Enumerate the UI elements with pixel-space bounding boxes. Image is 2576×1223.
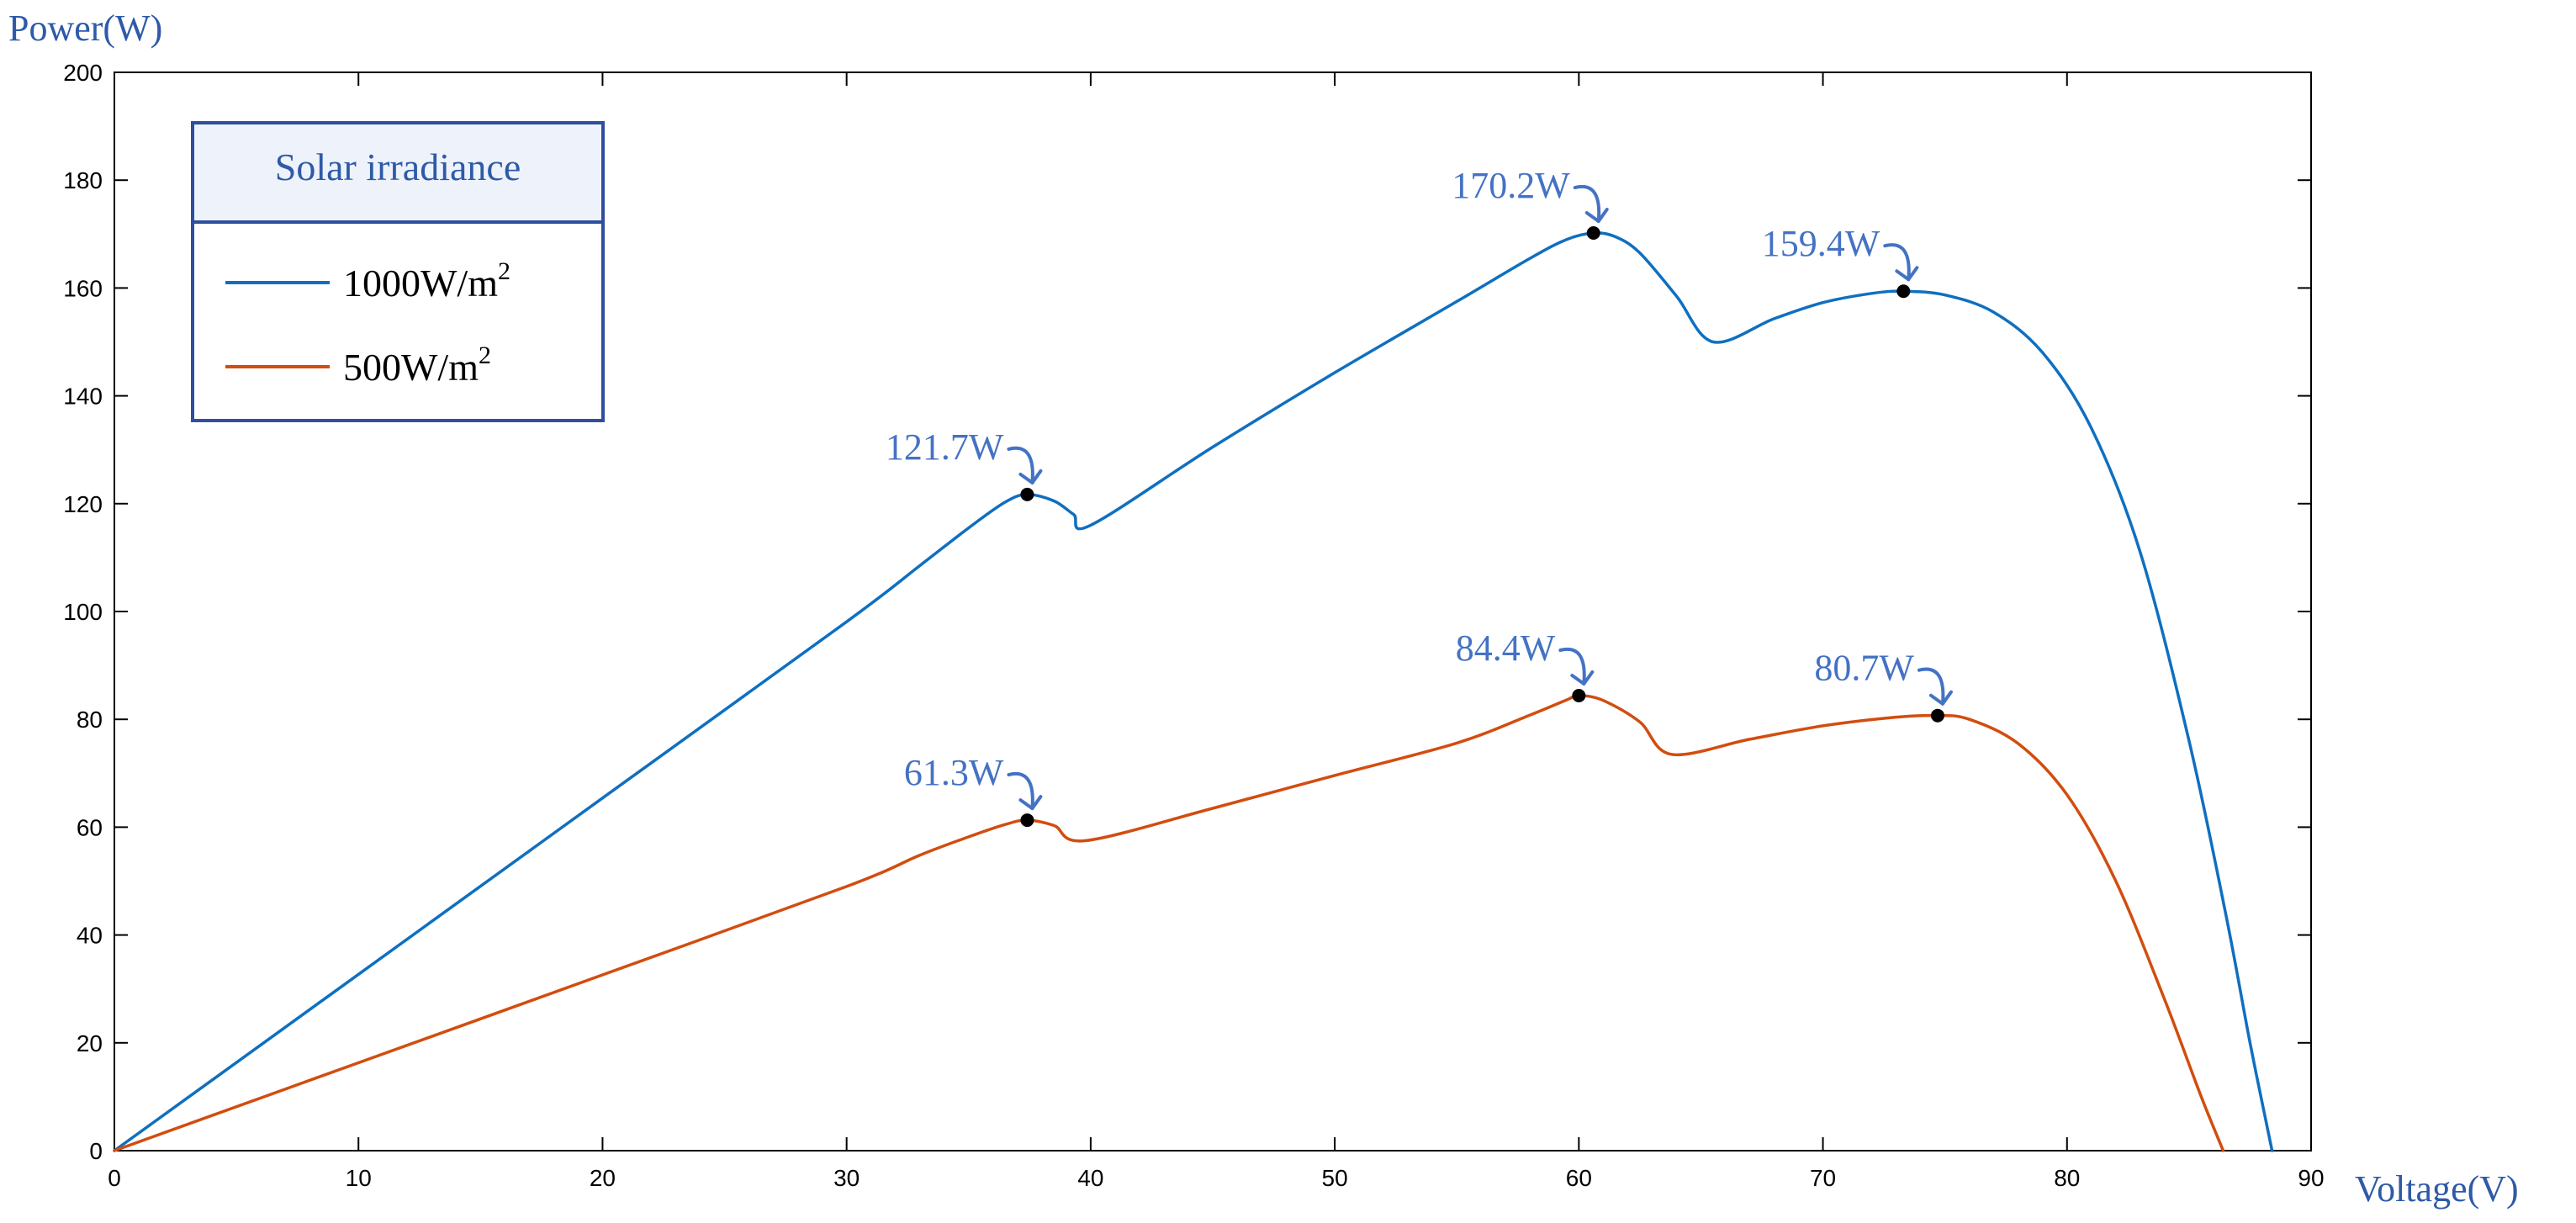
annotation-label: 170.2W — [1452, 165, 1570, 206]
x-tick-label: 70 — [1810, 1165, 1836, 1191]
annotation-arrowhead — [1018, 795, 1043, 811]
legend-label-500-sup: 2 — [479, 341, 491, 369]
x-axis-title: Voltage(V) — [2355, 1168, 2519, 1210]
annotation-arrowhead — [1018, 469, 1043, 484]
x-tick-label: 50 — [1322, 1165, 1348, 1191]
series-line-1000 — [113, 231, 2274, 1152]
y-tick-label: 20 — [77, 1030, 103, 1056]
y-axis-title: Power(W) — [8, 8, 162, 49]
peak-annotation: 170.2W — [1452, 165, 1609, 241]
legend-label-1000: 1000W/m2 — [343, 257, 510, 304]
x-tick-label: 90 — [2298, 1165, 2324, 1191]
peak-marker — [1930, 708, 1944, 723]
x-tick-label: 20 — [590, 1165, 616, 1191]
peak-annotations: 121.7W 170.2W 159.4W 61.3W 84.4W 80.7W — [886, 165, 1953, 828]
y-tick-label: 100 — [63, 599, 103, 625]
peak-annotation: 61.3W — [904, 752, 1043, 828]
y-tick-label: 160 — [63, 275, 103, 301]
peak-marker — [1586, 226, 1600, 241]
peak-marker — [1020, 813, 1034, 828]
annotation-arrow — [1917, 667, 1945, 706]
annotation-arrow — [1883, 243, 1911, 282]
annotation-arrowhead — [1928, 690, 1953, 706]
x-tick-label: 60 — [1566, 1165, 1592, 1191]
annotation-arrow — [1007, 771, 1034, 811]
annotation-label: 159.4W — [1762, 223, 1880, 264]
annotation-arrowhead — [1584, 208, 1609, 224]
legend-label-1000-sup: 2 — [498, 257, 510, 285]
y-tick-label: 120 — [63, 491, 103, 517]
x-tick-label: 40 — [1077, 1165, 1103, 1191]
peak-annotation: 84.4W — [1456, 627, 1595, 702]
series-line-500 — [113, 694, 2225, 1152]
annotation-arrowhead — [1570, 670, 1595, 686]
y-tick-label: 140 — [63, 384, 103, 410]
y-tick-label: 80 — [77, 707, 103, 733]
peak-marker — [1572, 688, 1586, 702]
annotation-label: 84.4W — [1456, 627, 1556, 669]
x-tick-label: 30 — [833, 1165, 860, 1191]
y-tick-label: 40 — [77, 923, 103, 949]
x-tick-label: 0 — [108, 1165, 121, 1191]
annotation-arrow — [1007, 446, 1034, 484]
y-tick-label: 180 — [63, 167, 103, 193]
legend-label-500-base: 500W/m — [343, 346, 479, 389]
annotation-label: 121.7W — [886, 426, 1004, 468]
annotation-arrow — [1558, 647, 1586, 686]
legend-title-background — [194, 124, 601, 222]
peak-annotation: 121.7W — [886, 426, 1043, 501]
annotation-label: 80.7W — [1814, 648, 1914, 689]
legend-label-1000-base: 1000W/m — [343, 262, 498, 304]
y-tick-label: 60 — [77, 814, 103, 840]
annotation-label: 61.3W — [904, 752, 1004, 793]
x-tick-label: 80 — [2054, 1165, 2080, 1191]
y-tick-label: 0 — [89, 1138, 103, 1164]
peak-marker — [1020, 487, 1034, 501]
x-tick-label: 10 — [346, 1165, 372, 1191]
peak-annotation: 80.7W — [1814, 648, 1953, 723]
y-tick-label: 200 — [63, 60, 103, 86]
series-lines — [113, 231, 2274, 1152]
legend-title: Solar irradiance — [275, 146, 521, 188]
legend: Solar irradiance 1000W/m2 500W/m2 — [191, 121, 605, 422]
peak-annotation: 159.4W — [1762, 223, 1919, 299]
annotation-arrowhead — [1895, 266, 1919, 282]
annotation-arrow — [1573, 184, 1601, 224]
legend-label-500: 500W/m2 — [343, 341, 491, 389]
axis-ticks: 0 10 20 30 40 50 60 70 80 90 0 20 40 60 80 100 120 140 160… — [63, 60, 2324, 1191]
peak-marker — [1896, 284, 1911, 299]
